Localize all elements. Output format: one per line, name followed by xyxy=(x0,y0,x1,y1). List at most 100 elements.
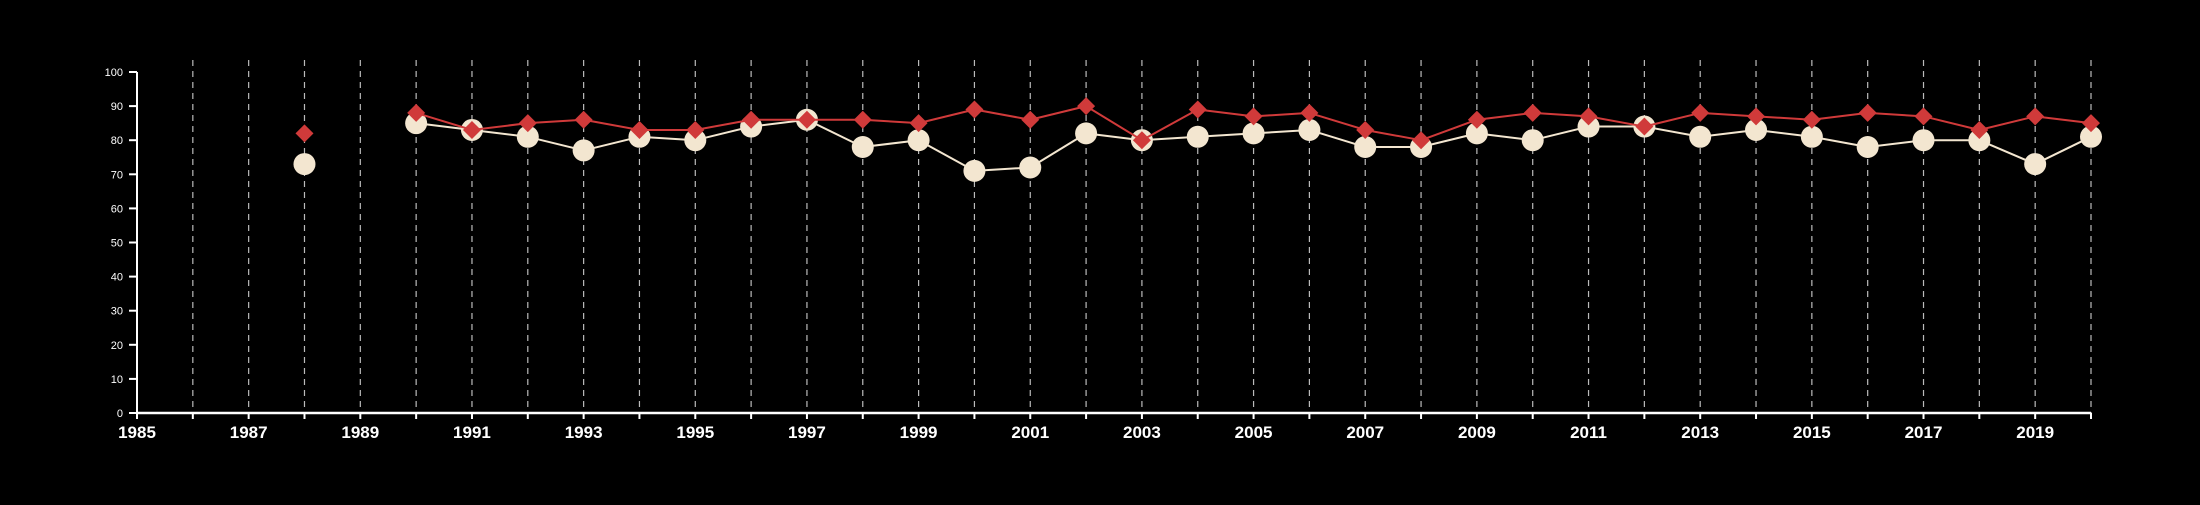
series-line-segment xyxy=(1420,118,1478,142)
y-tick-label: 10 xyxy=(111,374,123,386)
data-point-circle xyxy=(1075,122,1098,145)
series-line-segment xyxy=(1923,115,1980,131)
series-line-segment xyxy=(583,118,640,131)
data-point-circle xyxy=(516,125,539,148)
y-tick-label: 70 xyxy=(111,169,123,181)
series-line-segment xyxy=(695,118,752,131)
series-line-segment xyxy=(1755,115,1812,121)
data-point-circle xyxy=(293,153,316,176)
data-point-diamond xyxy=(686,120,705,139)
y-tick-label: 30 xyxy=(111,306,123,318)
series-line-segment xyxy=(1141,108,1199,142)
series-line-segment xyxy=(974,108,1031,121)
data-point-circle xyxy=(1521,129,1544,152)
series-line-segment xyxy=(1253,111,1310,118)
x-tick-label: 1985 xyxy=(118,423,156,442)
data-point-diamond xyxy=(1412,131,1431,150)
data-point-circle xyxy=(1689,125,1712,148)
data-point-circle xyxy=(1186,125,1209,148)
x-tick-label: 2019 xyxy=(2016,423,2054,442)
data-point-circle xyxy=(1577,115,1600,138)
data-point-diamond xyxy=(1244,107,1263,126)
y-tick-label: 90 xyxy=(111,101,123,113)
data-point-diamond xyxy=(1747,107,1766,126)
data-point-circle xyxy=(405,112,428,135)
x-tick-label: 1997 xyxy=(788,423,826,442)
data-point-circle xyxy=(2080,125,2102,148)
data-point-circle xyxy=(851,136,874,159)
data-point-circle xyxy=(1745,118,1768,141)
data-point-circle xyxy=(1968,129,1991,152)
series-line-segment xyxy=(1532,111,1589,118)
x-tick-label: 2007 xyxy=(1346,423,1384,442)
series-line-segment xyxy=(415,111,473,131)
data-point-diamond xyxy=(1467,110,1486,129)
data-point-circle xyxy=(1298,118,1321,141)
x-tick-label: 2005 xyxy=(1235,423,1273,442)
data-point-diamond xyxy=(407,103,426,122)
y-tick-label: 50 xyxy=(111,238,123,250)
data-point-circle xyxy=(1465,122,1488,145)
data-point-circle xyxy=(1800,125,1823,148)
data-point-diamond xyxy=(742,110,761,129)
data-point-circle xyxy=(907,129,930,152)
data-point-diamond xyxy=(1021,110,1040,129)
series-line-segment xyxy=(1979,115,2036,131)
series-line-segment xyxy=(1365,128,1422,142)
x-tick-label: 1999 xyxy=(900,423,938,442)
data-point-diamond xyxy=(295,124,314,143)
data-point-diamond xyxy=(630,120,649,139)
x-tick-label: 1993 xyxy=(565,423,603,442)
series-line-segment xyxy=(2035,115,2092,125)
series-line-segment xyxy=(1197,108,1254,118)
y-tick-label: 0 xyxy=(117,408,123,420)
data-point-circle xyxy=(963,159,986,182)
data-point-diamond xyxy=(518,114,537,133)
series xyxy=(293,97,2102,182)
data-point-diamond xyxy=(1077,97,1096,116)
x-tick-label: 2003 xyxy=(1123,423,1161,442)
data-point-diamond xyxy=(1858,103,1877,122)
data-point-diamond xyxy=(909,114,928,133)
x-tick-label: 1991 xyxy=(453,423,491,442)
series-line-segment xyxy=(1867,111,1924,118)
x-tick-label: 2009 xyxy=(1458,423,1496,442)
x-tick-label: 2015 xyxy=(1793,423,1831,442)
x-tick-label: 2001 xyxy=(1011,423,1049,442)
x-tick-label: 1989 xyxy=(341,423,379,442)
data-point-circle xyxy=(1354,136,1377,159)
data-point-circle xyxy=(572,139,595,162)
series-line-segment xyxy=(1309,111,1366,131)
data-point-circle xyxy=(1912,129,1935,152)
data-point-circle xyxy=(1019,156,1042,179)
data-point-diamond xyxy=(965,100,984,119)
data-point-diamond xyxy=(797,110,816,129)
x-tick-label: 2013 xyxy=(1681,423,1719,442)
data-point-diamond xyxy=(1914,107,1933,126)
y-tick-label: 80 xyxy=(111,135,123,147)
data-point-circle xyxy=(684,129,707,152)
data-point-circle xyxy=(2024,153,2047,176)
data-point-diamond xyxy=(1802,110,1821,129)
x-tick-label: 2011 xyxy=(1570,423,1607,442)
data-point-diamond xyxy=(1579,107,1598,126)
data-point-diamond xyxy=(853,110,872,129)
axes: 0 10 20 30 40 50 60 70 80 90 100 1985 1987 1989 1991 19… xyxy=(105,67,2092,442)
data-point-diamond xyxy=(2026,107,2045,126)
series-line-segment xyxy=(862,118,919,125)
data-point-diamond xyxy=(574,110,593,129)
data-point-diamond xyxy=(1635,117,1654,136)
data-point-diamond xyxy=(1356,120,1375,139)
series-line-segment xyxy=(1644,111,1701,128)
x-tick-label: 1987 xyxy=(230,423,268,442)
data-point-diamond xyxy=(1300,103,1319,122)
series-line-segment xyxy=(527,118,584,125)
data-point-diamond xyxy=(462,120,481,139)
x-tick-label: 2017 xyxy=(1905,423,1943,442)
data-point-diamond xyxy=(1970,120,1989,139)
data-point-circle xyxy=(1242,122,1265,145)
y-tick-label: 20 xyxy=(111,340,123,352)
